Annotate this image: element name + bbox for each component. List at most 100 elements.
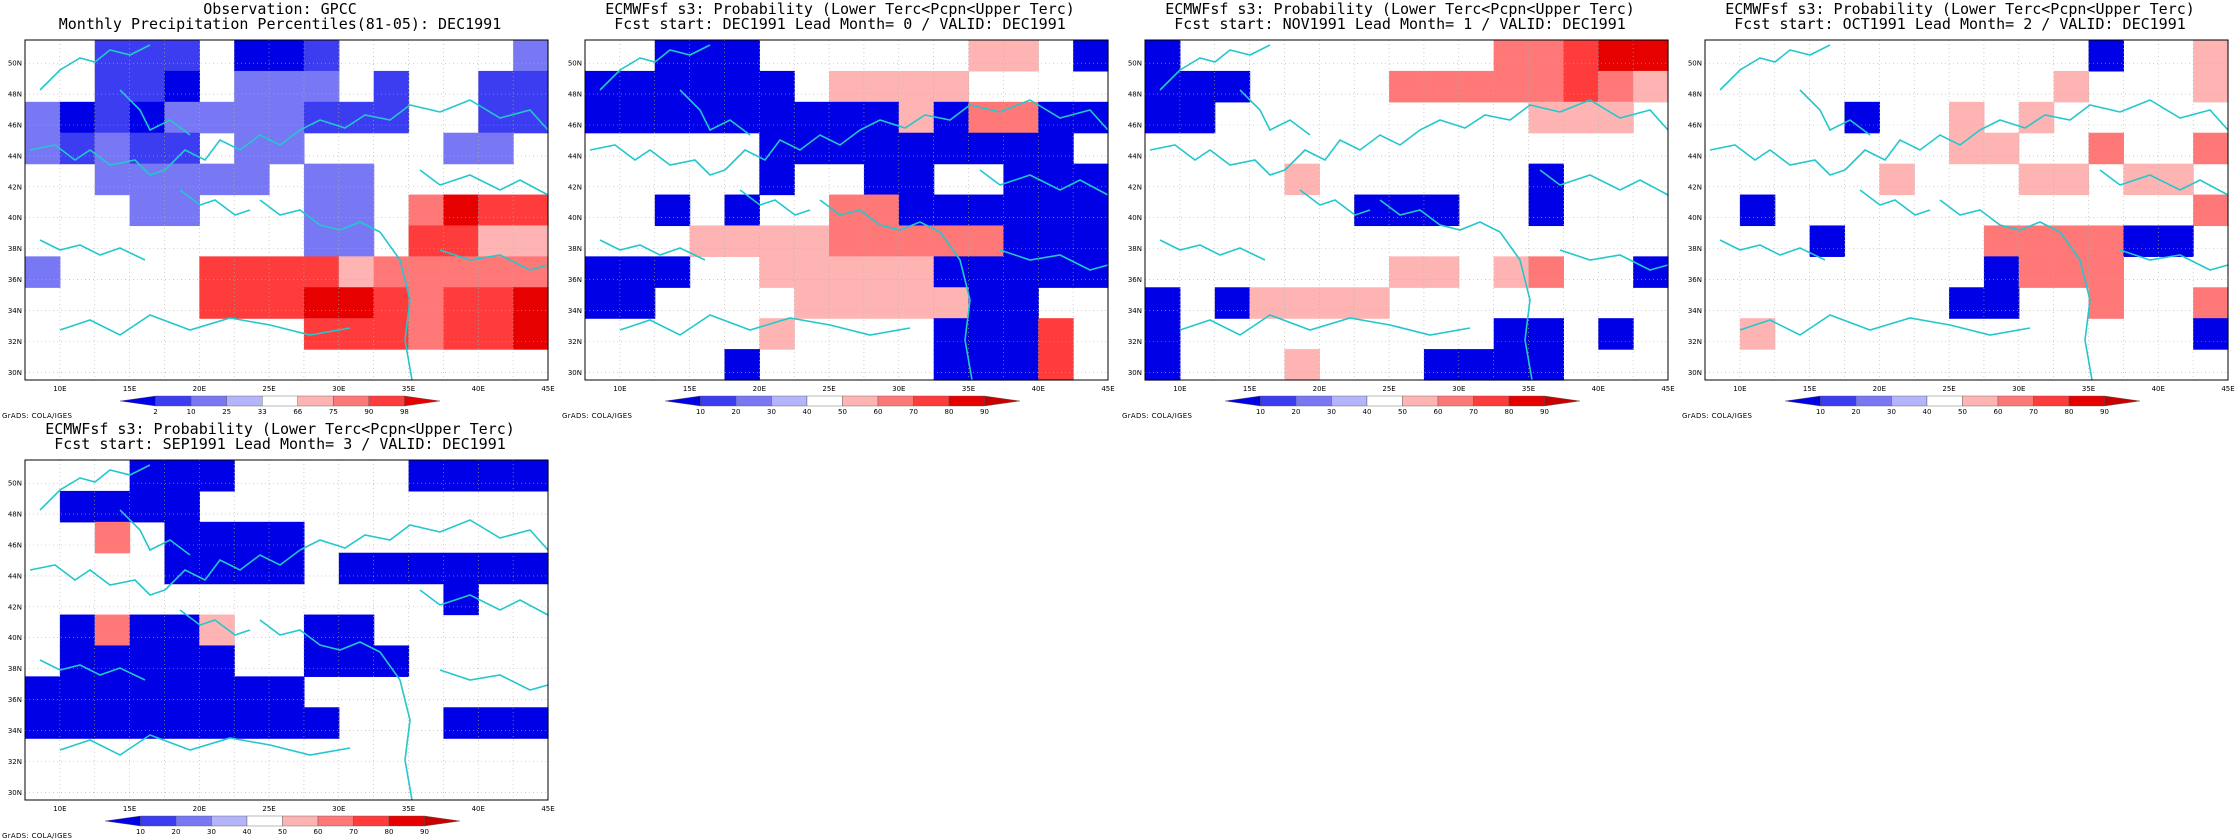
x-tick-label: 15E bbox=[1243, 385, 1256, 393]
grid-cell bbox=[2193, 70, 2229, 103]
coastline bbox=[1239, 89, 1311, 136]
coastline bbox=[1379, 199, 1501, 233]
grid-cell bbox=[1528, 318, 1564, 350]
grid-cell bbox=[59, 132, 96, 165]
grid-cell bbox=[94, 676, 131, 708]
coastline bbox=[679, 89, 751, 136]
coastline bbox=[259, 619, 381, 653]
grid-cell bbox=[1983, 225, 2020, 257]
grid-cell bbox=[478, 707, 514, 739]
coastline bbox=[999, 249, 1109, 271]
x-tick-label: 20E bbox=[753, 385, 766, 393]
grid-cell bbox=[654, 40, 691, 72]
y-tick-label: 30N bbox=[8, 369, 22, 377]
grid-cell bbox=[373, 287, 410, 319]
grid-cell bbox=[1739, 194, 1776, 227]
grid-cell bbox=[1073, 163, 1109, 196]
grid-cell bbox=[1003, 101, 1039, 134]
grid-cell bbox=[94, 101, 131, 134]
x-tick-label: 20E bbox=[1313, 385, 1326, 393]
panel-subtitle: Fcst start: SEP1991 Lead Month= 3 / VALI… bbox=[54, 435, 506, 453]
legend-label: 70 bbox=[1469, 408, 1478, 416]
credit-label: GrADS: COLA/IGES bbox=[562, 412, 633, 420]
grid-cell bbox=[1528, 70, 1564, 103]
grid-cell bbox=[129, 490, 166, 523]
coastline bbox=[39, 239, 146, 261]
panel-lead-1: ECMWFsf s3: Probability (Lower Terc<Pcpn… bbox=[1120, 0, 1680, 421]
y-tick-label: 50N bbox=[1688, 60, 1702, 68]
legend-label: 70 bbox=[909, 408, 918, 416]
grid-cell bbox=[59, 645, 96, 677]
grid-cell bbox=[1038, 256, 1074, 288]
legend-swatch bbox=[1402, 395, 1439, 407]
grid-cell bbox=[968, 101, 1004, 134]
legend-swatch bbox=[333, 395, 370, 407]
grid-cell bbox=[968, 194, 1004, 227]
grid-cell bbox=[25, 256, 61, 288]
legend-swatch bbox=[424, 815, 461, 827]
legend-label: 30 bbox=[207, 828, 216, 836]
x-tick-label: 30E bbox=[892, 385, 905, 393]
credit-label: GrADS: COLA/IGES bbox=[2, 412, 73, 420]
y-tick-label: 50N bbox=[1128, 60, 1142, 68]
grid-cell bbox=[303, 614, 340, 647]
grid-cell bbox=[164, 460, 200, 492]
grid-cell bbox=[794, 287, 830, 319]
legend-label: 70 bbox=[349, 828, 358, 836]
legend-swatch bbox=[1820, 395, 1857, 407]
grid-cell bbox=[129, 132, 166, 165]
legend-swatch bbox=[246, 815, 283, 827]
grid-cell bbox=[164, 40, 200, 72]
grid-cell bbox=[513, 70, 549, 103]
y-tick-label: 42N bbox=[1128, 183, 1142, 191]
grid-cell bbox=[94, 132, 131, 165]
grid-cell bbox=[443, 256, 479, 288]
panel-subtitle: Fcst start: DEC1991 Lead Month= 0 / VALI… bbox=[614, 15, 1066, 33]
coastline bbox=[2119, 99, 2229, 131]
grid-cell bbox=[338, 194, 375, 227]
legend-swatch bbox=[211, 815, 248, 827]
x-tick-label: 45E bbox=[541, 385, 554, 393]
heatmap-plot: 10E 15E 20E 25E 30E 35E 40E 45E 30N 32N 34N 36N 38N 4… bbox=[1688, 39, 2235, 416]
coastline bbox=[179, 609, 251, 636]
coastline bbox=[39, 44, 151, 91]
coastline bbox=[59, 734, 351, 756]
grid-cell bbox=[234, 70, 270, 103]
panel-title: ECMWFsf s3: Probability (Lower Terc<Pcpn… bbox=[605, 0, 1075, 18]
plot-frame bbox=[24, 459, 549, 801]
grid-cell bbox=[59, 676, 96, 708]
grid-cell bbox=[303, 287, 340, 319]
y-tick-label: 46N bbox=[1688, 122, 1702, 130]
y-tick-label: 34N bbox=[8, 727, 22, 735]
grid-cell bbox=[1073, 225, 1109, 257]
grid-cell bbox=[269, 40, 305, 72]
legend-swatch bbox=[2033, 395, 2070, 407]
grid-cell bbox=[59, 490, 96, 523]
y-tick-label: 36N bbox=[1128, 276, 1142, 284]
coastline bbox=[1559, 99, 1669, 131]
coastline bbox=[2099, 169, 2229, 196]
credit-label: GrADS: COLA/IGES bbox=[2, 832, 73, 840]
legend-swatch bbox=[317, 815, 354, 827]
grid-cell bbox=[373, 552, 410, 585]
x-tick-label: 40E bbox=[1592, 385, 1605, 393]
grid-cell bbox=[94, 40, 131, 72]
y-tick-label: 50N bbox=[8, 480, 22, 488]
grid-cell bbox=[829, 70, 865, 103]
legend-swatch bbox=[104, 815, 141, 827]
grid-cell bbox=[759, 318, 795, 350]
plot-frame bbox=[1144, 39, 1669, 381]
grid-cell bbox=[94, 645, 131, 677]
grid-cell bbox=[303, 40, 340, 72]
grid-cell bbox=[513, 287, 549, 319]
grid-cell bbox=[478, 194, 514, 227]
y-tick-label: 34N bbox=[8, 307, 22, 315]
legend-swatch bbox=[1437, 395, 1474, 407]
legend-label: 70 bbox=[2029, 408, 2038, 416]
grid-cell bbox=[164, 676, 200, 708]
grid-cell bbox=[654, 194, 691, 227]
legend-label: 10 bbox=[696, 408, 705, 416]
x-tick-label: 30E bbox=[1452, 385, 1465, 393]
legend-swatch bbox=[1260, 395, 1297, 407]
grid-cell bbox=[164, 645, 200, 677]
